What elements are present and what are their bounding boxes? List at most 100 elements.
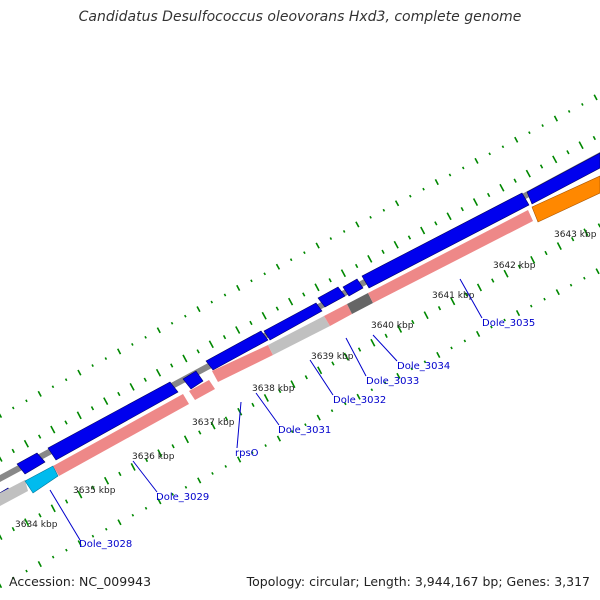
gc-tick — [222, 335, 227, 340]
scale-label: 3638 kbp — [252, 384, 295, 394]
gc-tick — [261, 311, 267, 320]
gene-label-rpso[interactable]: rpsO — [235, 448, 259, 459]
gc-tick — [474, 157, 479, 164]
leader-line — [309, 359, 334, 396]
forward-gene-arrow — [47, 381, 179, 461]
gc-tick — [328, 278, 332, 283]
map-title: Candidatus Desulfococcus oleovorans Hxd3… — [78, 9, 522, 25]
gc-tick — [117, 391, 121, 397]
gc-tick — [501, 145, 505, 149]
gc-tick — [393, 240, 399, 249]
gc-tick — [552, 155, 558, 164]
leader-line — [459, 278, 483, 319]
gc-tick — [51, 555, 55, 559]
gc-tick — [37, 561, 42, 568]
gene-label-dole-3034[interactable]: Dole_3034 — [397, 361, 450, 372]
gc-tick — [556, 242, 562, 250]
gc-tick — [0, 413, 3, 418]
gc-tick — [77, 369, 82, 376]
gc-tick — [396, 372, 401, 379]
reverse-gene-pink — [212, 345, 273, 382]
gc-tick — [170, 321, 174, 325]
gc-tick — [423, 311, 429, 320]
gc-tick — [210, 300, 214, 304]
gc-tick — [530, 255, 536, 264]
gc-tick — [23, 439, 30, 448]
forward-gene-arrow — [182, 370, 204, 390]
gc-tick — [450, 346, 453, 350]
gc-tick — [129, 383, 135, 391]
gc-tick — [116, 348, 122, 355]
gc-tick — [197, 477, 202, 484]
gc-tick — [448, 173, 452, 177]
gc-tick — [315, 242, 320, 249]
gc-tick — [340, 269, 347, 278]
gc-tick — [463, 339, 467, 343]
gc-tick — [11, 576, 15, 580]
gc-tick — [184, 314, 187, 318]
gc-tick — [170, 363, 174, 368]
gc-tick — [514, 136, 519, 143]
gc-tick — [592, 135, 597, 141]
gc-tick — [103, 397, 109, 405]
gc-tick — [25, 399, 28, 403]
gc-tick — [290, 380, 296, 389]
gc-tick — [236, 284, 241, 291]
gc-tick — [303, 251, 306, 255]
gc-tick — [436, 351, 441, 358]
gene-label-dole-3035[interactable]: Dole_3035 — [482, 318, 535, 329]
gene-label-dole-3029[interactable]: Dole_3029 — [156, 492, 209, 503]
gene-label-dole-3028[interactable]: Dole_3028 — [79, 539, 132, 550]
gc-tick — [354, 263, 359, 269]
gene-label-dole-3033[interactable]: Dole_3033 — [366, 376, 419, 387]
gc-tick — [503, 318, 506, 322]
gc-tick — [236, 456, 242, 463]
reverse-gene-pink — [368, 210, 533, 303]
gc-tick — [287, 297, 294, 306]
gc-tick — [434, 221, 438, 226]
scale-label: 3634 kbp — [15, 520, 58, 530]
forward-gene-arrow — [317, 286, 346, 308]
gc-tick — [196, 349, 200, 354]
gc-tick — [198, 430, 202, 435]
gc-tick — [91, 364, 94, 367]
leader-line — [49, 489, 81, 541]
trna-gene-rpsO-region — [24, 465, 59, 494]
gc-tick — [157, 449, 163, 458]
gc-tick — [223, 293, 227, 297]
gc-tick — [0, 534, 3, 540]
gc-tick — [491, 278, 495, 283]
gc-tick — [381, 249, 385, 254]
gc-tick — [370, 338, 376, 347]
gene-label-dole-3032[interactable]: Dole_3032 — [333, 395, 386, 406]
gc-tick — [583, 276, 586, 280]
gc-tick — [144, 506, 148, 510]
gc-tick — [65, 548, 68, 552]
gc-tick — [329, 237, 333, 240]
gc-tick — [331, 361, 335, 366]
gc-tick — [249, 320, 253, 326]
gc-tick — [289, 258, 293, 262]
gene-label-dole-3031[interactable]: Dole_3031 — [278, 425, 331, 436]
gc-tick — [384, 333, 388, 338]
gc-tick — [290, 430, 294, 434]
gc-tick — [422, 187, 425, 191]
gc-tick — [304, 423, 307, 427]
reverse-gene-pink — [324, 304, 352, 326]
gc-tick — [155, 368, 162, 377]
gc-tick — [77, 490, 83, 499]
gc-tick — [276, 435, 282, 442]
gc-tick — [37, 434, 42, 439]
gc-tick — [263, 272, 266, 276]
gc-tick — [11, 448, 15, 454]
gc-tick — [64, 499, 69, 504]
gc-tick — [407, 235, 412, 240]
leader-line — [236, 401, 242, 449]
reverse-gene-orange — [531, 175, 600, 223]
gc-tick — [0, 456, 3, 462]
gc-tick — [263, 394, 269, 402]
gc-tick — [499, 183, 505, 192]
gc-tick — [382, 208, 386, 212]
gc-tick — [144, 335, 147, 339]
